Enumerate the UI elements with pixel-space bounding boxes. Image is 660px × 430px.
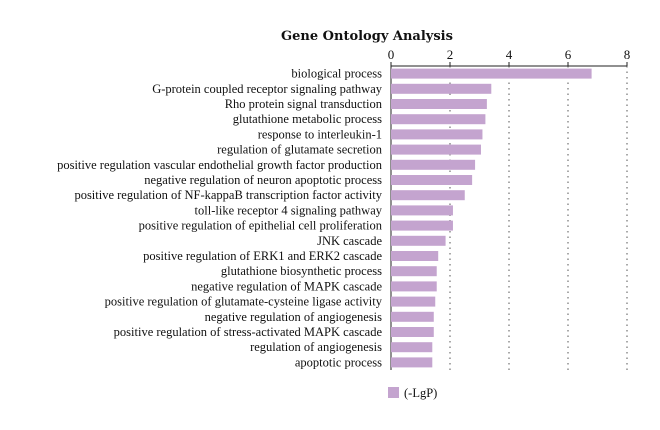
category-label: toll-like receptor 4 signaling pathway (195, 203, 383, 217)
category-label: apoptotic process (295, 355, 382, 369)
category-label: negative regulation of angiogenesis (205, 310, 383, 324)
category-label: regulation of glutamate secretion (217, 143, 383, 157)
legend-label: (-LgP) (404, 386, 437, 400)
bar (391, 327, 434, 337)
bar (391, 205, 453, 216)
category-label: positive regulation of NF-kappaB transcr… (74, 188, 382, 202)
bar (391, 296, 436, 307)
category-label: response to interleukin-1 (258, 127, 382, 141)
category-label: positive regulation of ERK1 and ERK2 cas… (143, 249, 382, 263)
x-axis: 0 2 4 6 8 (388, 47, 631, 67)
legend: (-LgP) (388, 386, 437, 400)
bar (391, 220, 453, 231)
bar (391, 175, 473, 185)
category-label: biological process (291, 67, 382, 81)
bar (391, 251, 439, 261)
category-label: regulation of angiogenesis (250, 340, 382, 354)
bar (391, 190, 465, 201)
x-tick-label: 6 (565, 47, 572, 62)
category-label: positive regulation of stress-activated … (114, 325, 383, 339)
chart-title: Gene Ontology Analysis (281, 29, 453, 44)
bar (391, 83, 492, 94)
bar (391, 68, 592, 79)
x-tick-label: 0 (388, 47, 395, 62)
category-label: positive regulation of glutamate-cystein… (105, 295, 383, 309)
category-label: glutathione metabolic process (233, 112, 382, 126)
bar (391, 159, 476, 170)
bar (391, 129, 483, 140)
bars (391, 68, 592, 368)
category-label: positive regulation of epithelial cell p… (139, 219, 383, 233)
bar (391, 266, 437, 277)
bar (391, 114, 486, 125)
bar (391, 311, 434, 322)
bar (391, 357, 433, 368)
bar (391, 144, 481, 155)
x-tick-label: 4 (506, 47, 513, 62)
category-label: negative regulation of MAPK cascade (191, 279, 382, 293)
x-tick-label: 2 (447, 47, 454, 62)
x-tick-label: 8 (624, 47, 631, 62)
category-label: negative regulation of neuron apoptotic … (144, 173, 382, 187)
bar (391, 342, 433, 353)
category-label: Rho protein signal transduction (225, 97, 383, 111)
category-label: G-protein coupled receptor signaling pat… (152, 82, 383, 96)
category-label: glutathione biosynthetic process (221, 264, 382, 278)
legend-swatch (388, 387, 399, 398)
category-label: positive regulation vascular endothelial… (57, 158, 383, 172)
category-label: JNK cascade (317, 234, 382, 248)
bar (391, 281, 437, 292)
bar (391, 99, 487, 109)
bar (391, 235, 446, 246)
gridlines (390, 64, 628, 370)
